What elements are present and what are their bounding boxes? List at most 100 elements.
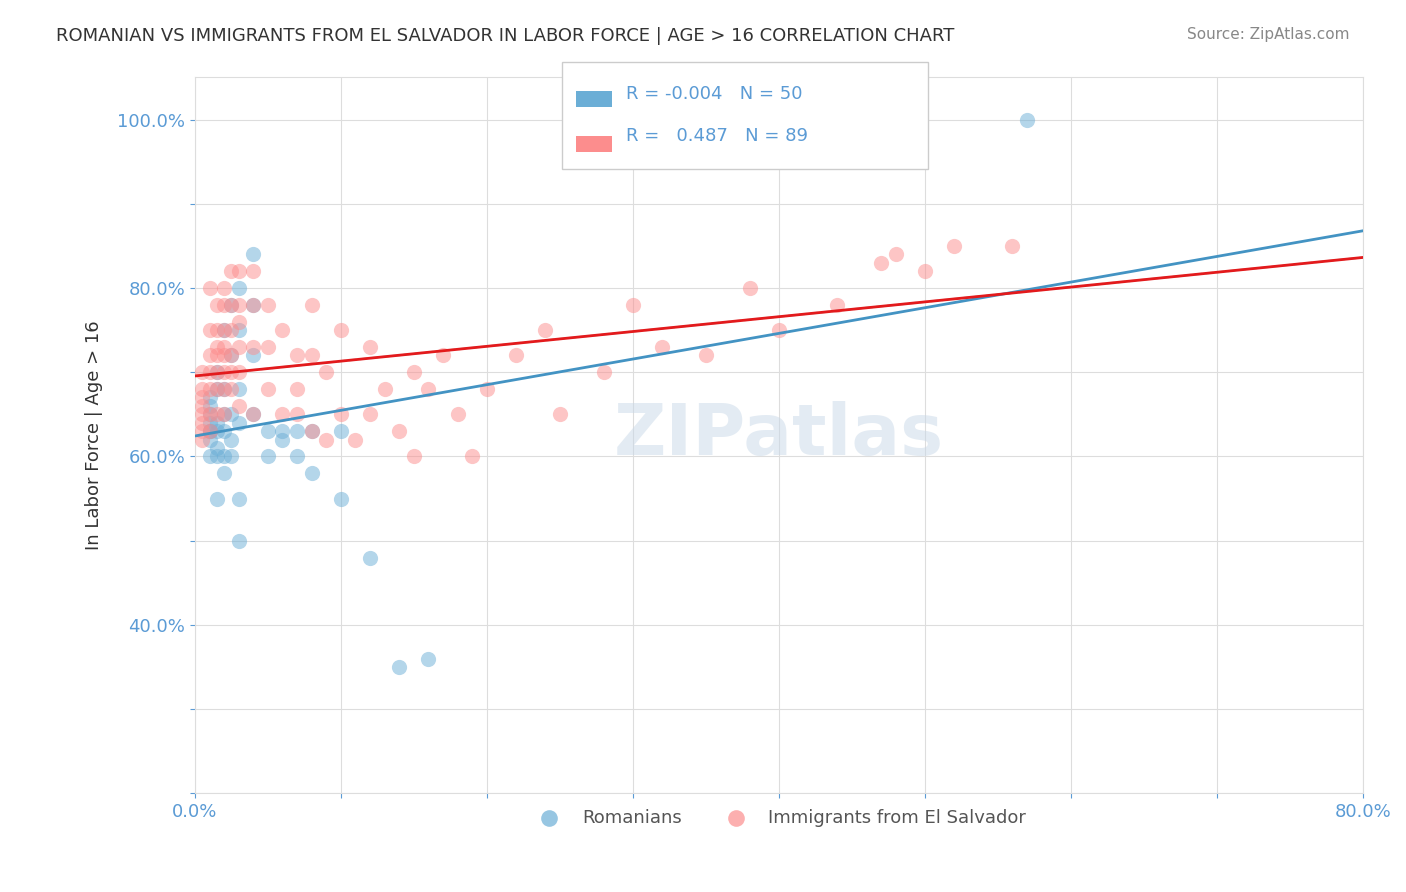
Point <box>198 433 221 447</box>
Legend: Romanians, Immigrants from El Salvador: Romanians, Immigrants from El Salvador <box>524 802 1033 834</box>
Point <box>212 365 235 379</box>
Point <box>212 467 235 481</box>
Point <box>205 365 228 379</box>
Point <box>884 247 907 261</box>
Point <box>228 281 250 295</box>
Point <box>198 408 221 422</box>
Point <box>228 315 250 329</box>
Point <box>621 298 644 312</box>
Text: ZIPatlas: ZIPatlas <box>613 401 943 470</box>
Y-axis label: In Labor Force | Age > 16: In Labor Force | Age > 16 <box>86 320 103 550</box>
Point <box>505 348 527 362</box>
Point <box>198 424 221 438</box>
Point <box>315 365 337 379</box>
Point <box>198 424 221 438</box>
Point <box>1001 239 1024 253</box>
Point <box>228 298 250 312</box>
Point <box>221 348 243 362</box>
Point <box>1015 112 1038 127</box>
Point <box>198 450 221 464</box>
Point <box>221 323 243 337</box>
Point <box>359 340 381 354</box>
Point <box>446 408 468 422</box>
Point <box>221 298 243 312</box>
Point <box>212 348 235 362</box>
Point <box>228 533 250 548</box>
Point <box>285 408 308 422</box>
Point <box>271 323 294 337</box>
Point <box>212 323 235 337</box>
Point <box>242 340 264 354</box>
Point <box>212 382 235 396</box>
Point <box>198 416 221 430</box>
Point <box>191 382 214 396</box>
Point <box>205 340 228 354</box>
Point <box>221 450 243 464</box>
Point <box>198 382 221 396</box>
Point <box>461 450 484 464</box>
Point <box>301 424 323 438</box>
Point <box>221 264 243 278</box>
Point <box>285 424 308 438</box>
Point <box>534 323 557 337</box>
Point <box>242 298 264 312</box>
Point <box>205 348 228 362</box>
Point <box>942 239 965 253</box>
Point <box>212 382 235 396</box>
Point <box>212 323 235 337</box>
Text: Source: ZipAtlas.com: Source: ZipAtlas.com <box>1187 27 1350 42</box>
Point <box>285 382 308 396</box>
Point <box>695 348 717 362</box>
Point <box>329 408 352 422</box>
Point <box>191 433 214 447</box>
Point <box>212 408 235 422</box>
Point <box>242 247 264 261</box>
Text: R = -0.004   N = 50: R = -0.004 N = 50 <box>626 85 803 103</box>
Point <box>301 424 323 438</box>
Point <box>228 323 250 337</box>
Point <box>221 408 243 422</box>
Point <box>212 298 235 312</box>
Point <box>257 424 280 438</box>
Point <box>191 365 214 379</box>
Point <box>315 433 337 447</box>
Point <box>205 323 228 337</box>
Point <box>221 433 243 447</box>
Point <box>191 424 214 438</box>
Point <box>870 256 893 270</box>
Point <box>228 416 250 430</box>
Point <box>191 416 214 430</box>
Point <box>205 298 228 312</box>
Point <box>205 424 228 438</box>
Point <box>402 450 425 464</box>
Point <box>205 416 228 430</box>
Point <box>257 382 280 396</box>
Point <box>402 365 425 379</box>
Point <box>205 365 228 379</box>
Point <box>228 365 250 379</box>
Point <box>242 264 264 278</box>
Point <box>432 348 454 362</box>
Point <box>359 550 381 565</box>
Point <box>198 365 221 379</box>
Point <box>271 408 294 422</box>
Point <box>198 399 221 413</box>
Point <box>257 298 280 312</box>
Point <box>285 348 308 362</box>
Point <box>212 408 235 422</box>
Point <box>221 348 243 362</box>
Point <box>344 433 367 447</box>
Point <box>221 298 243 312</box>
Point <box>228 382 250 396</box>
Point <box>198 424 221 438</box>
Text: ROMANIAN VS IMMIGRANTS FROM EL SALVADOR IN LABOR FORCE | AGE > 16 CORRELATION CH: ROMANIAN VS IMMIGRANTS FROM EL SALVADOR … <box>56 27 955 45</box>
Point <box>329 424 352 438</box>
Point <box>228 491 250 506</box>
Point <box>212 424 235 438</box>
Point <box>198 281 221 295</box>
Point <box>301 348 323 362</box>
Point <box>388 660 411 674</box>
Point <box>198 348 221 362</box>
Point <box>191 408 214 422</box>
Point <box>257 340 280 354</box>
